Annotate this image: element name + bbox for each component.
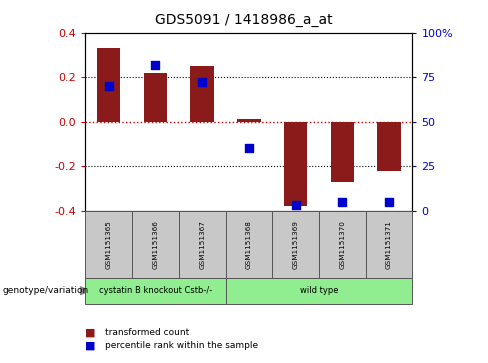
Text: genotype/variation: genotype/variation [2,286,89,295]
Text: GSM1151369: GSM1151369 [293,220,299,269]
Bar [144,73,167,122]
Text: percentile rank within the sample: percentile rank within the sample [105,341,258,350]
Point [292,202,300,208]
Bar [331,122,354,182]
Point [198,79,206,85]
Text: transformed count: transformed count [105,328,189,337]
Text: GSM1151370: GSM1151370 [339,220,346,269]
Point [385,199,393,205]
Bar [190,66,214,122]
Text: GSM1151371: GSM1151371 [386,220,392,269]
Text: GDS5091 / 1418986_a_at: GDS5091 / 1418986_a_at [155,13,333,27]
Text: cystatin B knockout Cstb-/-: cystatin B knockout Cstb-/- [99,286,212,295]
Point [152,62,160,68]
Point [105,83,113,89]
Text: GSM1151367: GSM1151367 [199,220,205,269]
Bar [377,122,401,171]
Text: GSM1151365: GSM1151365 [106,220,112,269]
Point [338,199,346,205]
Polygon shape [81,287,89,295]
Text: ■: ■ [85,340,96,351]
Bar [97,48,121,122]
Point [245,145,253,151]
Text: ■: ■ [85,327,96,337]
Text: GSM1151368: GSM1151368 [246,220,252,269]
Bar [237,119,261,122]
Bar [284,122,307,206]
Text: GSM1151366: GSM1151366 [152,220,159,269]
Text: wild type: wild type [300,286,338,295]
